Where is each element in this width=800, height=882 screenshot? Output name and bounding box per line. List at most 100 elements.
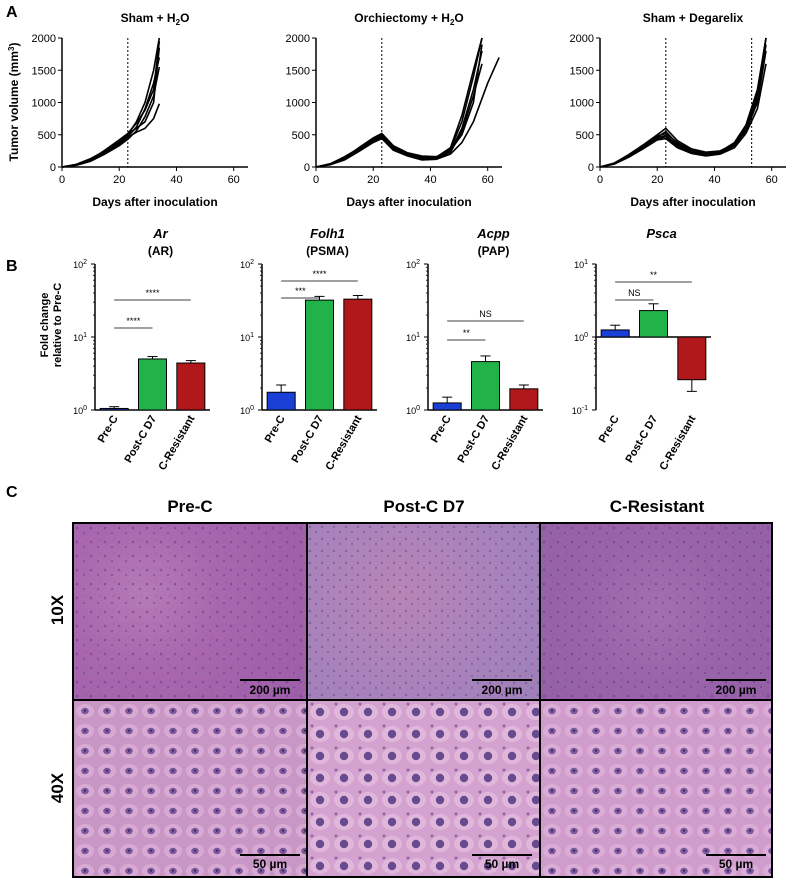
y-tick-label: 1500	[286, 65, 310, 77]
y-tick-exp: 2	[416, 259, 420, 266]
y-axis-label-close: )	[7, 43, 21, 47]
y-tick-exp: 0	[584, 332, 588, 339]
y-tick-label: 101	[574, 259, 588, 270]
series-line-5	[599, 44, 767, 168]
y-tick-label: 500	[292, 130, 310, 142]
gene-title: Folh1	[310, 226, 345, 241]
series-line-3	[315, 44, 483, 168]
y-tick-base: 10	[574, 333, 584, 343]
chart-title: Orchiectomy + H2O	[354, 11, 464, 27]
y-tick-base: 10	[406, 333, 416, 343]
y-tick-label: 2000	[32, 33, 56, 45]
y-tick-label: 500	[38, 130, 56, 142]
bar-post-c-d7	[639, 310, 668, 338]
sig-label-short: **	[463, 328, 471, 338]
column-title-post-c-d7: Post-C D7	[383, 497, 465, 516]
y-tick-exp: 2	[250, 259, 254, 266]
chart-title-text: Orchiectomy + H	[354, 11, 450, 25]
y-tick-exp: 1	[250, 332, 254, 339]
y-axis-label-sup: 3	[7, 46, 16, 51]
scale-label-40x-3: 50 µm	[718, 857, 754, 871]
series-line-5	[315, 37, 483, 168]
bar-c-resistant	[343, 298, 373, 411]
scale-label-40x-1: 50 µm	[252, 857, 288, 871]
bar-c-resistant	[176, 362, 206, 411]
y-tick-base: 10	[240, 333, 250, 343]
y-tick-exp: 0	[250, 405, 254, 412]
x-tick-label: 40	[170, 174, 182, 186]
series-line-4	[315, 57, 500, 168]
panel-b-letter: B	[6, 258, 18, 275]
gene-title: Ar	[152, 226, 168, 241]
y-tick-exp: 0	[416, 405, 420, 412]
protein-title: (AR)	[148, 244, 173, 258]
category-label: Pre-C	[597, 413, 622, 444]
scale-label-10x-2: 200 µm	[481, 683, 523, 697]
y-tick-label: 102	[73, 259, 87, 270]
scale-bar-40x-1	[240, 854, 300, 856]
sig-label-long: ****	[145, 288, 160, 298]
histology-pre-c-10x	[74, 524, 306, 699]
bar-post-c-d7	[471, 361, 500, 411]
x-tick-label: 20	[367, 174, 379, 186]
y-axis-label-text: Tumor volume (mm	[7, 51, 21, 161]
y-tick-base: 10	[73, 333, 83, 343]
chart-title-text: Sham + H	[121, 11, 176, 25]
y-tick-exp: 0	[83, 405, 87, 412]
panel-a-letter: A	[6, 4, 18, 21]
x-tick-label: 40	[708, 174, 720, 186]
panel-b-ylabel-line1: Fold change	[39, 293, 51, 358]
category-label: C-Resistant	[156, 413, 197, 472]
scale-bar-10x-2	[472, 679, 532, 681]
y-tick-label: 1000	[286, 98, 310, 110]
y-tick-base: 10	[73, 260, 83, 270]
x-axis-label: Days after inoculation	[630, 195, 755, 209]
sig-label-long: NS	[479, 309, 492, 319]
histology-c-resistant-40x	[541, 701, 771, 876]
y-tick-base: 10	[406, 260, 416, 270]
sig-label-long: ****	[312, 269, 327, 279]
y-tick-label: 1500	[570, 65, 594, 77]
bar-pre-c	[432, 402, 462, 411]
scale-bar-10x-3	[706, 679, 766, 681]
y-tick-label: 101	[73, 332, 87, 343]
x-tick-label: 20	[113, 174, 125, 186]
y-tick-base: 10	[406, 406, 416, 416]
histology-pre-c-40x	[74, 701, 306, 876]
bar-post-c-d7	[138, 358, 167, 411]
sig-label-short: ****	[126, 316, 141, 326]
y-tick-base: 10	[240, 406, 250, 416]
y-tick-label: 102	[240, 259, 254, 270]
y-axis-label: Tumor volume (mm3)	[7, 43, 21, 162]
sig-label-short: NS	[628, 288, 641, 298]
chart-title-sub: 2	[176, 18, 181, 27]
category-label: Post-C D7	[122, 414, 159, 466]
category-label: Pre-C	[263, 413, 288, 444]
x-tick-label: 60	[766, 174, 778, 186]
bar-c-resistant	[509, 388, 539, 411]
x-tick-label: 60	[482, 174, 494, 186]
x-axis-label: Days after inoculation	[346, 195, 471, 209]
x-tick-label: 60	[228, 174, 240, 186]
y-tick-base: 10	[73, 406, 83, 416]
y-tick-exp: 1	[416, 332, 420, 339]
y-tick-label: 1000	[32, 98, 56, 110]
y-tick-label: 100	[240, 405, 254, 416]
y-tick-exp: 1	[83, 332, 87, 339]
x-tick-label: 20	[651, 174, 663, 186]
y-tick-label: 101	[240, 332, 254, 343]
y-tick-label: 500	[576, 130, 594, 142]
category-label: C-Resistant	[657, 413, 698, 472]
bar-c-resistant	[677, 336, 707, 381]
x-axis-label: Days after inoculation	[92, 195, 217, 209]
panel-c-letter: C	[6, 484, 18, 501]
series-line-6	[599, 37, 767, 168]
y-tick-label: 101	[406, 332, 420, 343]
line-chart-2: Orchiectomy + H2O 0 500 1000 1500 2000 0 20 40 60…	[286, 11, 502, 209]
y-tick-exp: -1	[582, 405, 588, 412]
y-tick-label: 10-1	[572, 405, 588, 416]
category-label: Post-C D7	[289, 414, 326, 466]
